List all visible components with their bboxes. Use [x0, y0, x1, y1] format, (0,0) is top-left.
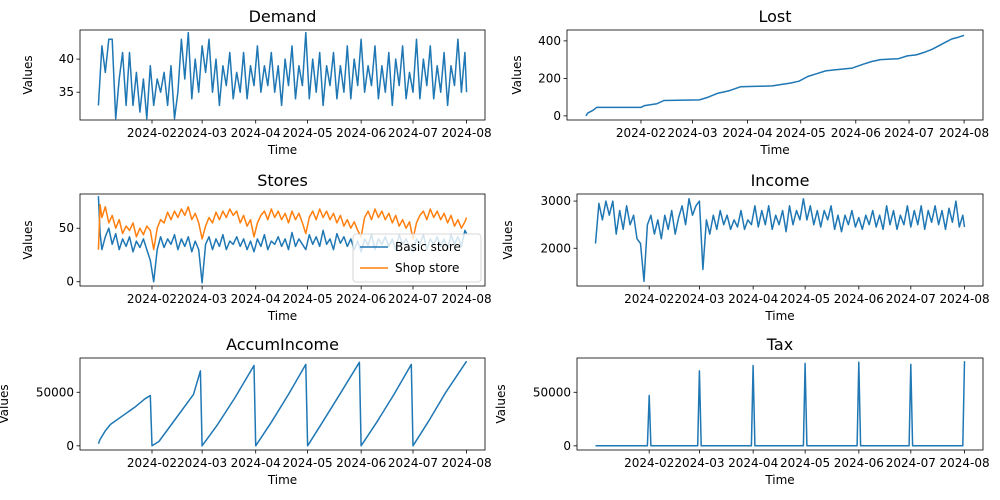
axes-frame	[566, 29, 984, 121]
x-tick-label: 2024-07	[388, 456, 438, 470]
series-line	[97, 31, 468, 120]
x-tick-label: 2024-05	[780, 292, 830, 306]
subplot-title: Lost	[758, 7, 791, 26]
x-tick-label: 2024-03	[667, 126, 717, 140]
x-tick-label: 2024-07	[886, 292, 936, 306]
x-tick-label: 2024-03	[177, 456, 227, 470]
subplot-lost: Lost 0 200 400 2024-02 2024-03 2024-04 2024-05 2…	[510, 7, 989, 157]
x-tick-label: 2024-06	[336, 126, 386, 140]
x-tick-label: 2024-08	[442, 126, 492, 140]
x-tick-label: 2024-07	[388, 292, 438, 306]
x-tick-label: 2024-07	[886, 456, 936, 470]
x-tick-label: 2024-07	[388, 126, 438, 140]
x-tick-label: 2024-04	[231, 126, 281, 140]
y-tick-label: 200	[538, 71, 561, 85]
x-tick-label: 2024-04	[722, 126, 772, 140]
y-tick-label: 400	[538, 34, 561, 48]
x-tick-label: 2024-04	[728, 456, 778, 470]
x-tick-label: 2024-05	[282, 292, 332, 306]
y-tick-label: 3000	[540, 194, 571, 208]
x-tick-label: 2024-06	[336, 456, 386, 470]
x-tick-label: 2024-02	[624, 292, 674, 306]
y-tick-label: 0	[553, 109, 561, 123]
y-axis-label: Values	[510, 55, 524, 94]
subplot-stores: Stores 0 50 2024-02 2024-03 2024-04 2024-05 202…	[21, 171, 492, 323]
x-tick-label: 2024-08	[939, 292, 989, 306]
y-tick-label: 2000	[540, 241, 571, 255]
subplot-tax: Tax 0 50000 2024-02 2024-03 2024-04 2024-05 202…	[494, 335, 990, 487]
axes-frame	[576, 193, 984, 287]
x-tick-label: 2024-05	[282, 456, 332, 470]
y-tick-label: 0	[66, 275, 74, 289]
subplot-demand: Demand 35 40 2024-02 2024-03 2024-04 2024-05 20…	[21, 7, 492, 157]
axes-frame	[576, 357, 984, 451]
y-axis-label: Values	[21, 220, 35, 259]
axes-frame	[79, 29, 486, 121]
legend-box	[352, 233, 482, 283]
x-tick-label: 2024-02	[127, 456, 177, 470]
x-tick-label: 2024-06	[336, 292, 386, 306]
axes-frame	[79, 357, 486, 451]
x-axis-label: Time	[267, 309, 297, 323]
subplot-title: Income	[751, 171, 810, 190]
legend: Basic store Shop store	[352, 233, 482, 283]
legend-entry: Shop store	[395, 261, 459, 275]
x-tick-label: 2024-04	[728, 292, 778, 306]
x-tick-label: 2024-05	[780, 456, 830, 470]
x-tick-label: 2024-02	[127, 126, 177, 140]
series-line	[585, 34, 965, 117]
y-tick-label: 35	[59, 85, 74, 99]
x-tick-label: 2024-06	[834, 456, 884, 470]
axes-frame	[79, 193, 486, 287]
x-tick-label: 2024-04	[231, 456, 281, 470]
x-tick-label: 2024-03	[674, 456, 724, 470]
x-tick-label: 2024-02	[624, 456, 674, 470]
x-tick-label: 2024-04	[231, 292, 281, 306]
x-tick-label: 2024-08	[939, 456, 989, 470]
y-tick-label: 50	[59, 221, 74, 235]
x-tick-label: 2024-08	[442, 292, 492, 306]
series-line	[594, 197, 966, 283]
x-tick-label: 2024-05	[776, 126, 826, 140]
y-axis-label: Values	[494, 384, 508, 423]
x-axis-label: Time	[267, 473, 297, 487]
y-tick-label: 0	[66, 439, 74, 453]
subplot-title: Tax	[766, 335, 793, 354]
y-axis-label: Values	[501, 220, 515, 259]
x-tick-label: 2024-03	[177, 292, 227, 306]
y-axis-label: Values	[0, 384, 11, 423]
subplot-title: Stores	[257, 171, 308, 190]
x-tick-label: 2024-03	[177, 126, 227, 140]
x-tick-label: 2024-03	[674, 292, 724, 306]
series-line-shop-store	[97, 203, 468, 251]
x-axis-label: Time	[764, 473, 794, 487]
y-tick-label: 50000	[533, 385, 571, 399]
y-tick-label: 40	[59, 52, 74, 66]
subplot-title: Demand	[249, 7, 317, 26]
y-axis-label: Values	[21, 55, 35, 94]
x-tick-label: 2024-08	[939, 126, 989, 140]
x-axis-label: Time	[764, 309, 794, 323]
y-tick-label: 0	[563, 439, 571, 453]
x-axis-label: Time	[759, 143, 789, 157]
x-tick-label: 2024-08	[442, 456, 492, 470]
x-tick-label: 2024-06	[831, 126, 881, 140]
subplot-title: AccumIncome	[226, 335, 339, 354]
x-tick-label: 2024-02	[127, 292, 177, 306]
y-tick-label: 50000	[36, 385, 74, 399]
series-line	[595, 361, 966, 447]
x-axis-label: Time	[267, 143, 297, 157]
x-tick-label: 2024-07	[884, 126, 934, 140]
x-tick-label: 2024-06	[834, 292, 884, 306]
x-tick-label: 2024-02	[616, 126, 666, 140]
series-line	[97, 360, 468, 447]
legend-entry: Basic store	[395, 240, 461, 254]
x-tick-label: 2024-05	[282, 126, 332, 140]
